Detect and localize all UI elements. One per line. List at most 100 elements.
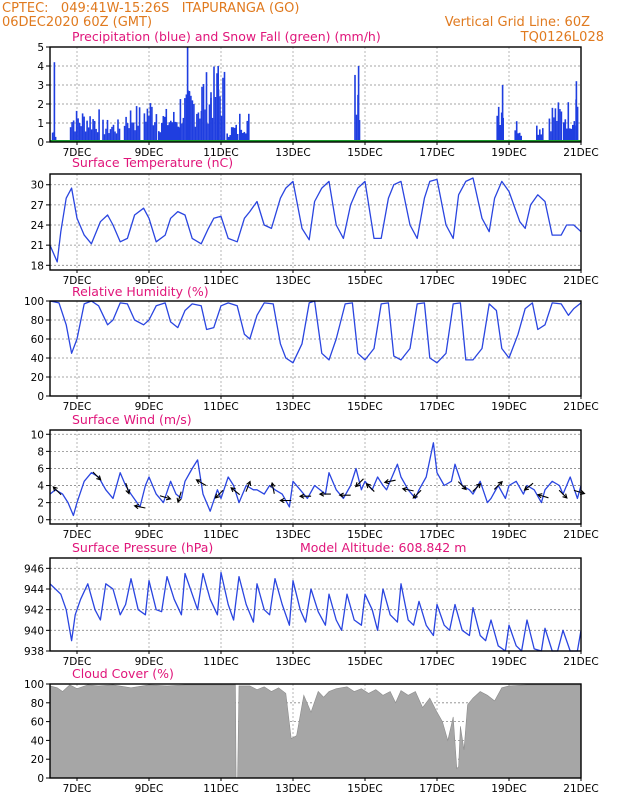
precip-bar	[229, 135, 231, 142]
precip-bar	[155, 114, 158, 142]
precip-bar	[193, 104, 195, 142]
precip-bar	[550, 131, 552, 142]
wind-xtick-label: 11DEC	[203, 529, 238, 541]
precip-bar	[246, 120, 249, 142]
precip-bar	[222, 77, 224, 142]
precip-bar	[132, 122, 135, 142]
wind-xtick-label: 19DEC	[491, 529, 526, 541]
precip-bar	[179, 99, 182, 142]
precip-bar	[78, 122, 81, 142]
precip-bar	[569, 128, 571, 142]
pres-ytick-label: 944	[24, 584, 44, 596]
rh-xtick-label: 7DEC	[63, 401, 92, 413]
precip-spike	[357, 66, 360, 142]
precip-bar	[566, 128, 568, 142]
precip-bar	[149, 103, 152, 142]
rh-title: Relative Humidity (%)	[72, 284, 209, 299]
precip-bar	[515, 121, 518, 142]
precip-bar	[84, 131, 87, 142]
wind-vector-arrow	[159, 495, 172, 501]
rh-xtick-label: 13DEC	[275, 401, 310, 413]
cloud-ytick-label: 20	[31, 754, 44, 766]
precip-bar	[162, 115, 165, 142]
wind-vector-arrow	[493, 480, 503, 490]
precip-bar	[75, 110, 78, 142]
precip-bar	[89, 116, 91, 142]
precip-bar	[564, 119, 567, 142]
precip-bar	[213, 66, 215, 142]
precip-bar	[161, 122, 163, 142]
precip-bar	[159, 132, 162, 142]
precip-bar	[126, 123, 129, 142]
precip-bar	[83, 116, 85, 142]
precip-frame	[49, 46, 582, 143]
pres-xtick-label: 15DEC	[347, 656, 382, 668]
wind-ytick-label: 4	[37, 481, 44, 493]
precip-bar	[114, 131, 116, 142]
precip-bar	[542, 128, 544, 142]
wind-title: Surface Wind (m/s)	[72, 412, 192, 427]
precip-bar	[537, 134, 540, 142]
wind-ytick-label: 0	[37, 515, 44, 527]
precip-bar	[220, 115, 223, 142]
precip-xtick-label: 21DEC	[563, 147, 598, 159]
pres-series-line	[49, 571, 582, 652]
pres-ytick-label: 938	[24, 646, 44, 658]
precip-bar	[573, 125, 576, 142]
wind-vector-arrow	[279, 497, 292, 504]
precip-bar	[245, 133, 247, 142]
pres-xtick-label: 17DEC	[419, 656, 454, 668]
temp-ytick-label: 27	[31, 200, 44, 212]
precip-spike	[501, 85, 504, 142]
precip-xtick-label: 17DEC	[419, 147, 454, 159]
temp-xtick-label: 13DEC	[275, 275, 310, 287]
pres-frame	[49, 557, 582, 652]
precip-xtick-label: 11DEC	[203, 147, 238, 159]
precip-bar	[118, 128, 121, 142]
wind-xtick-label: 13DEC	[275, 529, 310, 541]
rh-xtick-label: 9DEC	[135, 401, 164, 413]
rh-ytick-label: 0	[37, 391, 44, 403]
rh-xtick-label: 17DEC	[419, 401, 454, 413]
precip-bar	[239, 113, 241, 142]
precip-bar	[138, 107, 141, 142]
precip-bar	[235, 124, 237, 142]
precip-bar	[112, 124, 115, 142]
precip-panel: 0 1 2 3 4 5 7DEC 9DEC 11DEC 13DEC 15DEC 17DEC 19DEC 2…	[37, 42, 598, 159]
precip-bar	[553, 117, 555, 142]
precip-bar	[98, 109, 100, 142]
wind-vector-arrow	[523, 482, 534, 491]
precip-bar	[74, 131, 76, 142]
precip-bar	[167, 125, 169, 142]
precip-bar	[106, 119, 109, 142]
pres-ytick-label: 942	[24, 605, 44, 617]
precip-bar	[548, 118, 551, 142]
cloud-ytick-label: 100	[24, 679, 44, 691]
wind-vector-arrow	[536, 493, 549, 499]
precip-bar	[103, 134, 106, 142]
rh-panel: 0 20 40 60 80 100 7DEC 9DEC 11DEC 13DEC 15DEC 17DEC…	[24, 296, 599, 413]
wind-panel: 0 2 4 6 8 10 7DEC 9DEC 11DEC 13DEC 15DEC 17DEC 19DEC…	[31, 429, 599, 541]
pres-ytick-label: 940	[24, 625, 44, 637]
wind-vector-arrow	[457, 481, 467, 491]
precip-bar	[204, 109, 206, 142]
precip-ytick-label: 3	[37, 80, 44, 92]
temp-title: Surface Temperature (nC)	[72, 155, 233, 170]
precip-bar	[115, 133, 118, 142]
rh-frame	[49, 300, 582, 397]
wind-ytick-label: 2	[37, 498, 44, 510]
precip-bar	[102, 119, 104, 142]
wind-vector-arrow	[383, 479, 396, 485]
precip-bar	[170, 120, 172, 142]
cloud-xtick-label: 9DEC	[135, 783, 164, 795]
cloud-xtick-label: 13DEC	[275, 783, 310, 795]
precip-bar	[177, 126, 180, 142]
cloud-xtick-label: 7DEC	[63, 783, 92, 795]
precip-bar	[154, 122, 156, 142]
precip-bar	[181, 123, 183, 142]
precip-bar	[164, 116, 166, 142]
precip-bar	[54, 136, 57, 142]
precip-bar	[210, 97, 212, 142]
cloud-xtick-label: 11DEC	[203, 783, 238, 795]
